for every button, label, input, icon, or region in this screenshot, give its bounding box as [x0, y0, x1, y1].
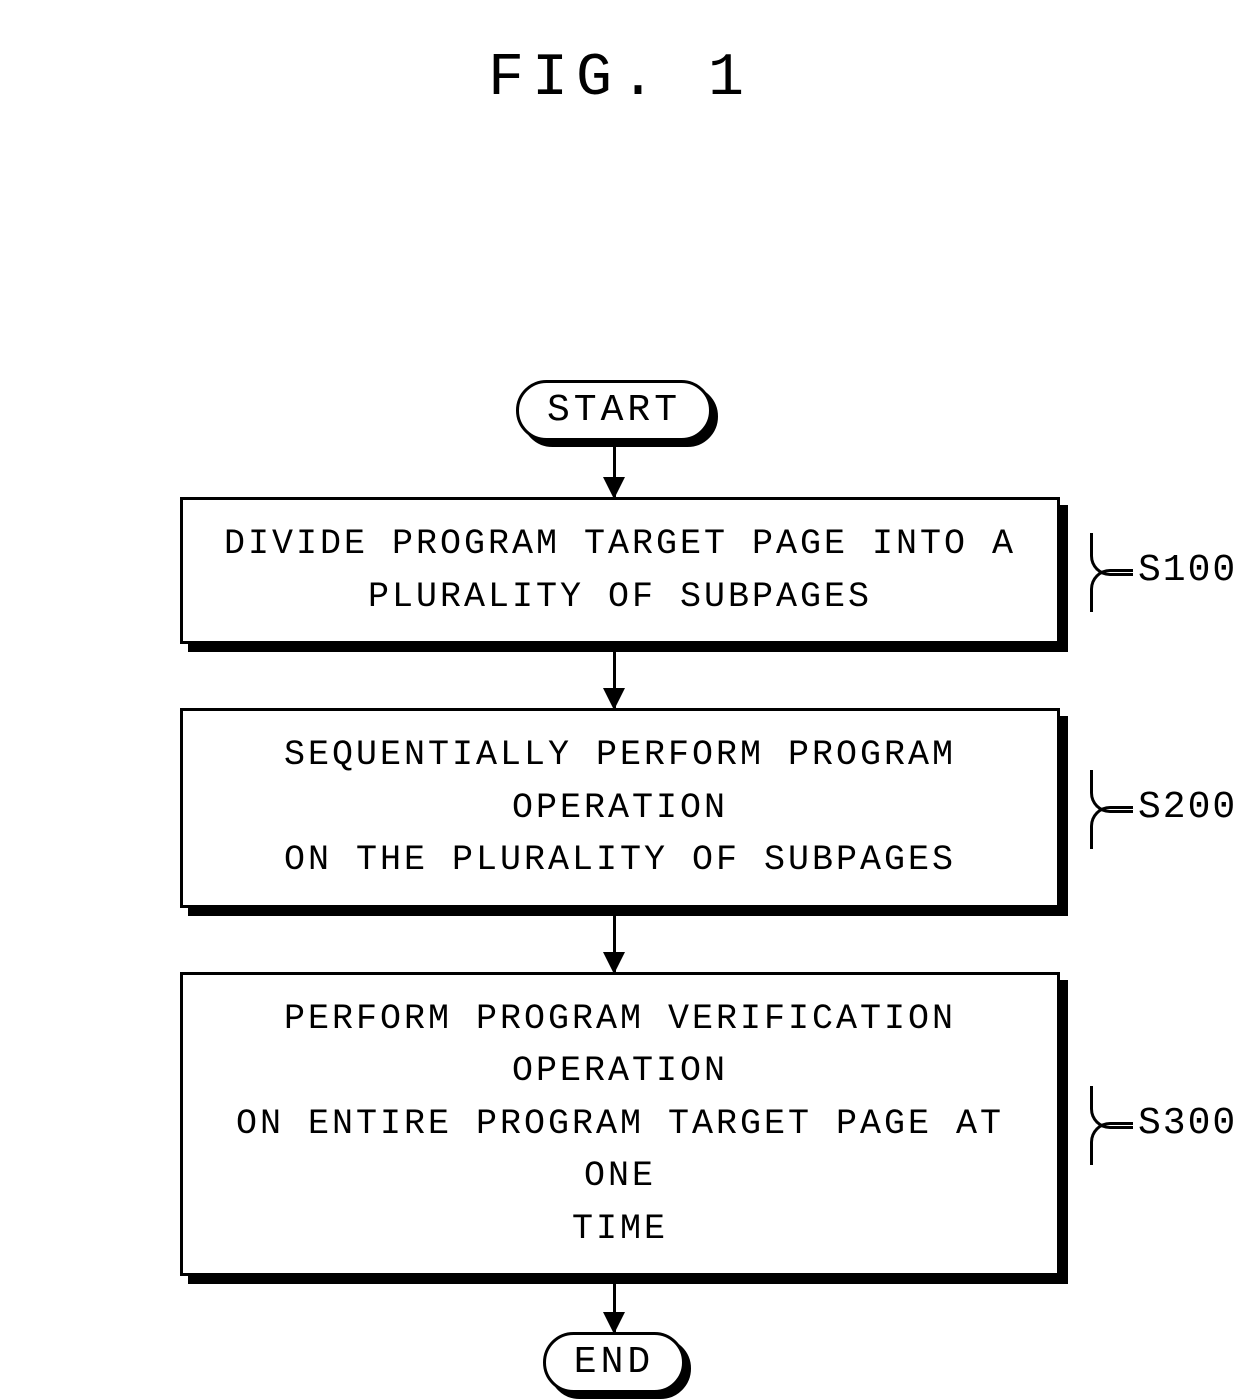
- step-row-2: SEQUENTIALLY PERFORM PROGRAM OPERATION O…: [180, 708, 1060, 908]
- process-s200-box: SEQUENTIALLY PERFORM PROGRAM OPERATION O…: [180, 708, 1060, 908]
- flowchart-container: START DIVIDE PROGRAM TARGET PAGE INTO A …: [0, 380, 1240, 1393]
- step-id-s300: S300: [1138, 1102, 1237, 1145]
- process-s300-text: PERFORM PROGRAM VERIFICATION OPERATION O…: [236, 999, 1004, 1249]
- end-label: END: [543, 1332, 685, 1393]
- connector-s300: [1090, 1104, 1130, 1144]
- connector-s100: [1090, 551, 1130, 591]
- step-row-3: PERFORM PROGRAM VERIFICATION OPERATION O…: [180, 972, 1060, 1277]
- process-s100-text: DIVIDE PROGRAM TARGET PAGE INTO A PLURAL…: [224, 524, 1016, 617]
- figure-title: FIG. 1: [488, 45, 752, 113]
- step-id-s100: S100: [1138, 549, 1237, 592]
- step-row-1: DIVIDE PROGRAM TARGET PAGE INTO A PLURAL…: [180, 497, 1060, 644]
- step-id-s200: S200: [1138, 786, 1237, 829]
- process-s300: PERFORM PROGRAM VERIFICATION OPERATION O…: [180, 972, 1060, 1277]
- end-terminator: END: [543, 1332, 685, 1393]
- start-label: START: [516, 380, 712, 441]
- process-s100-box: DIVIDE PROGRAM TARGET PAGE INTO A PLURAL…: [180, 497, 1060, 644]
- arrow-4: [613, 1276, 616, 1332]
- arrow-2: [613, 644, 616, 708]
- process-s100: DIVIDE PROGRAM TARGET PAGE INTO A PLURAL…: [180, 497, 1060, 644]
- process-s200-text: SEQUENTIALLY PERFORM PROGRAM OPERATION O…: [284, 735, 956, 880]
- process-s300-box: PERFORM PROGRAM VERIFICATION OPERATION O…: [180, 972, 1060, 1277]
- step-label-s100: S100: [1090, 549, 1237, 592]
- process-s200: SEQUENTIALLY PERFORM PROGRAM OPERATION O…: [180, 708, 1060, 908]
- arrow-1: [613, 441, 616, 497]
- start-terminator: START: [516, 380, 712, 441]
- step-label-s300: S300: [1090, 1102, 1237, 1145]
- arrow-3: [613, 908, 616, 972]
- step-label-s200: S200: [1090, 786, 1237, 829]
- connector-s200: [1090, 788, 1130, 828]
